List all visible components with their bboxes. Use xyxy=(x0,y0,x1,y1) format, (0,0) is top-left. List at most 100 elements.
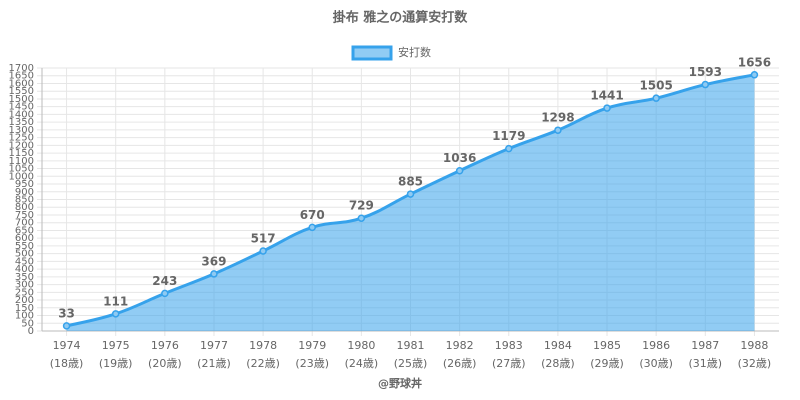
x-tick-sublabel: (18歳) xyxy=(50,357,84,370)
area xyxy=(66,74,755,331)
x-tick-sublabel: (26歳) xyxy=(443,357,477,370)
value-label: 1036 xyxy=(443,151,476,165)
y-tick-label: 800 xyxy=(15,202,34,213)
y-tick-label: 0 xyxy=(28,326,34,337)
point xyxy=(505,144,513,153)
y-tick-label: 1550 xyxy=(9,86,34,97)
x-tick-label: 1976 xyxy=(151,339,179,352)
x-tick-label: 1979 xyxy=(298,339,326,352)
point xyxy=(111,310,120,318)
point xyxy=(701,80,710,89)
x-tick-sublabel: (21歳) xyxy=(197,357,231,370)
value-label: 1593 xyxy=(689,65,722,79)
x-tick-sublabel: (30歳) xyxy=(639,357,673,370)
x-tick-sublabel: (23歳) xyxy=(295,357,329,370)
x-tick-label: 1978 xyxy=(249,339,277,352)
value-label: 111 xyxy=(103,294,128,308)
point xyxy=(357,214,366,222)
x-tick-label: 1977 xyxy=(200,339,228,352)
value-label: 1179 xyxy=(492,129,525,143)
x-tick-label: 1980 xyxy=(347,339,375,352)
y-tick-label: 200 xyxy=(15,295,34,306)
y-tick-label: 500 xyxy=(15,249,34,260)
y-tick-label: 900 xyxy=(15,187,34,198)
y-tick-label: 750 xyxy=(15,210,34,221)
y-tick-label: 550 xyxy=(15,241,34,252)
x-tick-label: 1975 xyxy=(102,339,130,352)
value-label: 1441 xyxy=(590,89,623,103)
value-label: 885 xyxy=(398,175,423,189)
x-tick-sublabel: (31歳) xyxy=(689,357,723,370)
value-label: 243 xyxy=(152,274,177,288)
point xyxy=(554,126,562,134)
point xyxy=(259,247,267,255)
y-tick-label: 1000 xyxy=(9,171,34,182)
y-tick-label: 1200 xyxy=(9,140,34,151)
x-tick-label: 1985 xyxy=(593,339,621,352)
y-tick-label: 450 xyxy=(15,256,34,267)
y-tick-label: 300 xyxy=(15,280,34,291)
value-label: 670 xyxy=(300,208,325,222)
y-tick-label: 700 xyxy=(15,218,34,229)
y-tick-label: 600 xyxy=(15,233,34,244)
y-tick-label: 1250 xyxy=(9,133,34,144)
y-tick-label: 1050 xyxy=(9,164,34,175)
y-tick-label: 1300 xyxy=(9,125,34,136)
x-tick-sublabel: (24歳) xyxy=(345,357,379,370)
x-tick-label: 1974 xyxy=(53,339,81,352)
x-tick-label: 1981 xyxy=(397,339,425,352)
y-tick-label: 850 xyxy=(15,195,34,206)
x-tick-label: 1984 xyxy=(544,339,572,352)
y-tick-label: 950 xyxy=(15,179,34,190)
y-tick-label: 250 xyxy=(15,287,34,298)
x-tick-sublabel: (20歳) xyxy=(148,357,182,370)
x-tick-label: 1986 xyxy=(642,339,670,352)
point xyxy=(308,223,316,232)
y-tick-label: 1100 xyxy=(9,156,34,167)
x-tick-sublabel: (27歳) xyxy=(492,357,526,370)
point xyxy=(603,104,611,112)
x-tick-sublabel: (29歳) xyxy=(590,357,624,370)
x-tick-label: 1983 xyxy=(495,339,523,352)
point xyxy=(455,166,464,175)
value-label: 369 xyxy=(201,254,226,268)
point xyxy=(161,289,169,298)
y-tick-label: 1600 xyxy=(9,78,34,89)
point xyxy=(210,270,218,278)
value-label: 33 xyxy=(58,306,75,320)
chart-title: 掛布 雅之の通算安打数 xyxy=(333,10,469,26)
value-label: 517 xyxy=(251,232,276,246)
x-tick-sublabel: (22歳) xyxy=(246,357,280,370)
y-tick-label: 100 xyxy=(15,311,34,322)
point xyxy=(750,71,759,79)
footer: @野球丼 xyxy=(378,376,422,390)
x-tick-sublabel: (28歳) xyxy=(541,357,575,370)
y-tick-label: 1450 xyxy=(9,102,34,113)
y-tick-label: 1150 xyxy=(9,148,34,159)
legend-swatch xyxy=(351,45,393,61)
x-tick-sublabel: (19歳) xyxy=(99,357,133,370)
value-label: 1656 xyxy=(738,55,771,69)
point xyxy=(406,190,415,198)
y-tick-label: 1700 xyxy=(9,63,34,74)
y-tick-label: 650 xyxy=(15,225,34,236)
y-tick-label: 1650 xyxy=(9,71,34,82)
value-label: 729 xyxy=(349,199,374,213)
x-tick-label: 1982 xyxy=(446,339,474,352)
y-tick-label: 1350 xyxy=(9,117,34,128)
y-tick-label: 50 xyxy=(21,318,34,329)
x-tick-label: 1988 xyxy=(740,339,768,352)
value-label: 1298 xyxy=(541,111,574,125)
value-label: 1505 xyxy=(639,79,672,93)
point xyxy=(62,322,71,330)
y-tick-label: 350 xyxy=(15,272,34,283)
x-tick-sublabel: (25歳) xyxy=(394,357,428,370)
legend-label: 安打数 xyxy=(398,45,431,59)
point xyxy=(652,94,660,102)
y-tick-label: 150 xyxy=(15,303,34,314)
y-tick-label: 1400 xyxy=(9,109,34,120)
y-tick-label: 1500 xyxy=(9,94,34,105)
x-tick-sublabel: (32歳) xyxy=(738,357,772,370)
y-tick-label: 400 xyxy=(15,264,34,275)
